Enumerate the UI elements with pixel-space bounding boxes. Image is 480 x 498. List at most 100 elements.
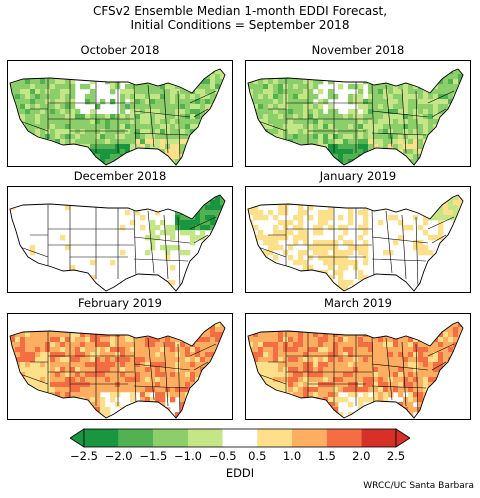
eddi-cell (210, 154, 216, 160)
eddi-cell (378, 129, 384, 135)
eddi-cell (55, 402, 61, 408)
eddi-cell (135, 402, 141, 408)
eddi-cell (353, 200, 359, 206)
eddi-cell (155, 144, 161, 150)
eddi-cell (423, 412, 429, 418)
eddi-cell (175, 245, 181, 251)
eddi-cell (145, 402, 151, 408)
eddi-cell (273, 332, 279, 338)
eddi-cell (180, 164, 186, 165)
eddi-cell (418, 129, 424, 135)
eddi-cell (268, 412, 274, 418)
eddi-cell (200, 230, 206, 236)
eddi-cell (165, 377, 171, 383)
eddi-cell (50, 79, 56, 85)
eddi-cell (303, 69, 309, 75)
eddi-cell (220, 352, 225, 358)
eddi-cell (278, 84, 284, 90)
eddi-cell (220, 215, 225, 221)
eddi-grid (10, 195, 225, 291)
eddi-cell (185, 407, 191, 413)
eddi-cell (65, 69, 71, 75)
eddi-cell (120, 367, 126, 373)
eddi-cell (45, 337, 51, 343)
eddi-cell (383, 124, 389, 130)
eddi-cell (373, 164, 379, 165)
eddi-cell (30, 114, 36, 120)
eddi-cell (215, 134, 221, 140)
eddi-cell (333, 357, 339, 363)
eddi-cell (155, 104, 161, 110)
eddi-cell (378, 134, 384, 140)
eddi-cell (115, 342, 121, 348)
eddi-cell (35, 417, 41, 418)
eddi-cell (200, 69, 206, 75)
eddi-cell (248, 200, 254, 206)
eddi-cell (293, 397, 299, 403)
eddi-cell (298, 139, 304, 145)
eddi-cell (283, 332, 289, 338)
eddi-cell (288, 342, 294, 348)
eddi-cell (333, 392, 339, 398)
eddi-cell (60, 332, 66, 338)
eddi-cell (423, 407, 429, 413)
eddi-cell (443, 114, 449, 120)
eddi-cell (443, 392, 449, 398)
eddi-cell (90, 164, 96, 165)
eddi-cell (283, 357, 289, 363)
eddi-cell (318, 139, 324, 145)
eddi-cell (288, 89, 294, 95)
eddi-cell (258, 230, 264, 236)
eddi-cell (100, 99, 106, 105)
eddi-cell (383, 407, 389, 413)
eddi-cell (263, 84, 269, 90)
eddi-cell (303, 285, 309, 291)
eddi-cell (373, 99, 379, 105)
eddi-cell (135, 210, 141, 216)
eddi-cell (135, 342, 141, 348)
eddi-cell (308, 79, 314, 85)
eddi-cell (205, 144, 211, 150)
eddi-cell (120, 114, 126, 120)
eddi-cell (258, 332, 264, 338)
eddi-cell (190, 129, 196, 135)
eddi-cell (105, 114, 111, 120)
panel-title: March 2019 (324, 296, 392, 310)
eddi-cell (293, 362, 299, 368)
eddi-cell (65, 94, 71, 100)
eddi-cell (328, 144, 334, 150)
eddi-cell (278, 342, 284, 348)
eddi-cell (273, 280, 279, 286)
eddi-cell (388, 392, 394, 398)
eddi-cell (418, 134, 424, 140)
eddi-cell (288, 104, 294, 110)
eddi-cell (100, 139, 106, 145)
eddi-cell (30, 270, 36, 276)
eddi-cell (433, 154, 439, 160)
eddi-cell (403, 69, 409, 75)
eddi-cell (388, 215, 394, 221)
eddi-cell (448, 352, 454, 358)
eddi-cell (185, 210, 191, 216)
eddi-cell (20, 99, 26, 105)
eddi-cell (288, 230, 294, 236)
eddi-cell (165, 134, 171, 140)
eddi-cell (190, 154, 196, 160)
eddi-cell (135, 382, 141, 388)
eddi-cell (180, 139, 186, 145)
eddi-cell (333, 417, 339, 418)
eddi-cell (100, 342, 106, 348)
eddi-cell (65, 412, 71, 418)
eddi-cell (293, 367, 299, 373)
eddi-cell (100, 407, 106, 413)
eddi-cell (50, 164, 56, 165)
eddi-cell (165, 337, 171, 343)
eddi-cell (110, 119, 116, 125)
eddi-cell (383, 387, 389, 393)
eddi-cell (293, 280, 299, 286)
eddi-cell (155, 387, 161, 393)
eddi-cell (200, 322, 206, 328)
eddi-cell (428, 372, 434, 378)
eddi-cell (368, 84, 374, 90)
eddi-cell (165, 230, 171, 236)
